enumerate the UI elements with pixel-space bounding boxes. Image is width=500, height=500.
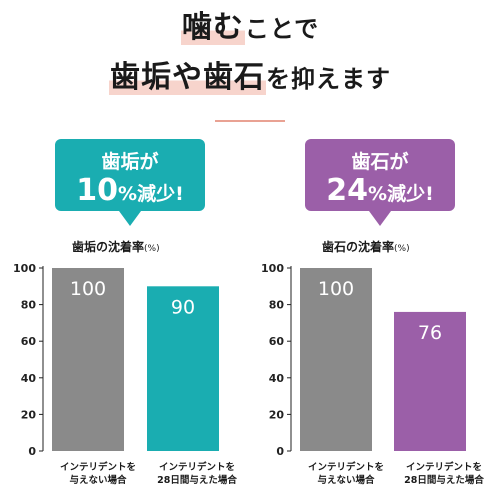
y-tick-label: 20 [21, 408, 37, 421]
y-tick-label: 100 [261, 262, 284, 275]
y-tick-label: 0 [28, 445, 36, 458]
chart-title-plaque: 歯垢の沈着率(%) [72, 238, 160, 255]
bar-data-label: 90 [171, 296, 195, 318]
y-tick-label: 40 [269, 372, 285, 385]
y-tick-label: 80 [21, 299, 37, 312]
category-label: インテリデントを 与えない場合 [307, 462, 384, 486]
callout-tail [369, 211, 391, 226]
divider-rule [215, 120, 285, 122]
callout-rest: 減少! [387, 183, 434, 205]
y-tick-label: 60 [21, 335, 37, 348]
headline-rest-1: ことで [244, 15, 320, 43]
bar [394, 311, 466, 451]
callout-line-2: 24%減少! [305, 173, 455, 208]
callout-line-1: 歯石が [351, 151, 409, 173]
chart-title-tartar: 歯石の沈着率(%) [322, 238, 410, 255]
callout-rest: 減少! [137, 183, 184, 205]
y-tick-label: 20 [269, 408, 285, 421]
y-tick-label: 60 [269, 335, 285, 348]
callout-tail [119, 211, 141, 226]
chart-title-text: 歯石の沈着率 [322, 240, 395, 254]
callout-percent: % [368, 183, 388, 205]
y-tick-label: 0 [276, 445, 284, 458]
headline-line-2: 歯垢や歯石を抑えます [0, 52, 500, 96]
chart-unit: (%) [144, 244, 160, 254]
y-tick-label: 80 [269, 299, 285, 312]
headline-rest-2: を抑えます [266, 65, 391, 93]
category-label: インテリデントを 与えない場合 [59, 462, 136, 486]
callout-percent: % [118, 183, 138, 205]
bar-data-label: 76 [418, 322, 442, 344]
callout-bubble-plaque: 歯垢が 10%減少! [55, 139, 205, 226]
callout-bubble-tartar: 歯石が 24%減少! [305, 139, 455, 226]
bar-data-label: 100 [318, 278, 354, 300]
callout-number: 10 [76, 173, 119, 208]
y-tick-label: 100 [13, 262, 36, 275]
headline-highlight-2: 歯垢や歯石 [109, 60, 266, 95]
category-label: インテリデントを 28日間与えた場合 [157, 462, 237, 486]
bar [147, 286, 219, 451]
category-label: インテリデントを 28日間与えた場合 [404, 462, 484, 486]
callout-number: 24 [326, 173, 369, 208]
bar [52, 268, 124, 451]
bar [300, 268, 372, 451]
bar-data-label: 100 [70, 278, 106, 300]
chart-unit: (%) [394, 244, 410, 254]
headline-line-1: 噛むことで [0, 2, 500, 46]
callout-line-1: 歯垢が [101, 151, 159, 173]
headline-highlight-1: 噛む [180, 10, 245, 45]
y-tick-label: 40 [21, 372, 37, 385]
callout-line-2: 10%減少! [55, 173, 205, 208]
chart-title-text: 歯垢の沈着率 [72, 240, 145, 254]
